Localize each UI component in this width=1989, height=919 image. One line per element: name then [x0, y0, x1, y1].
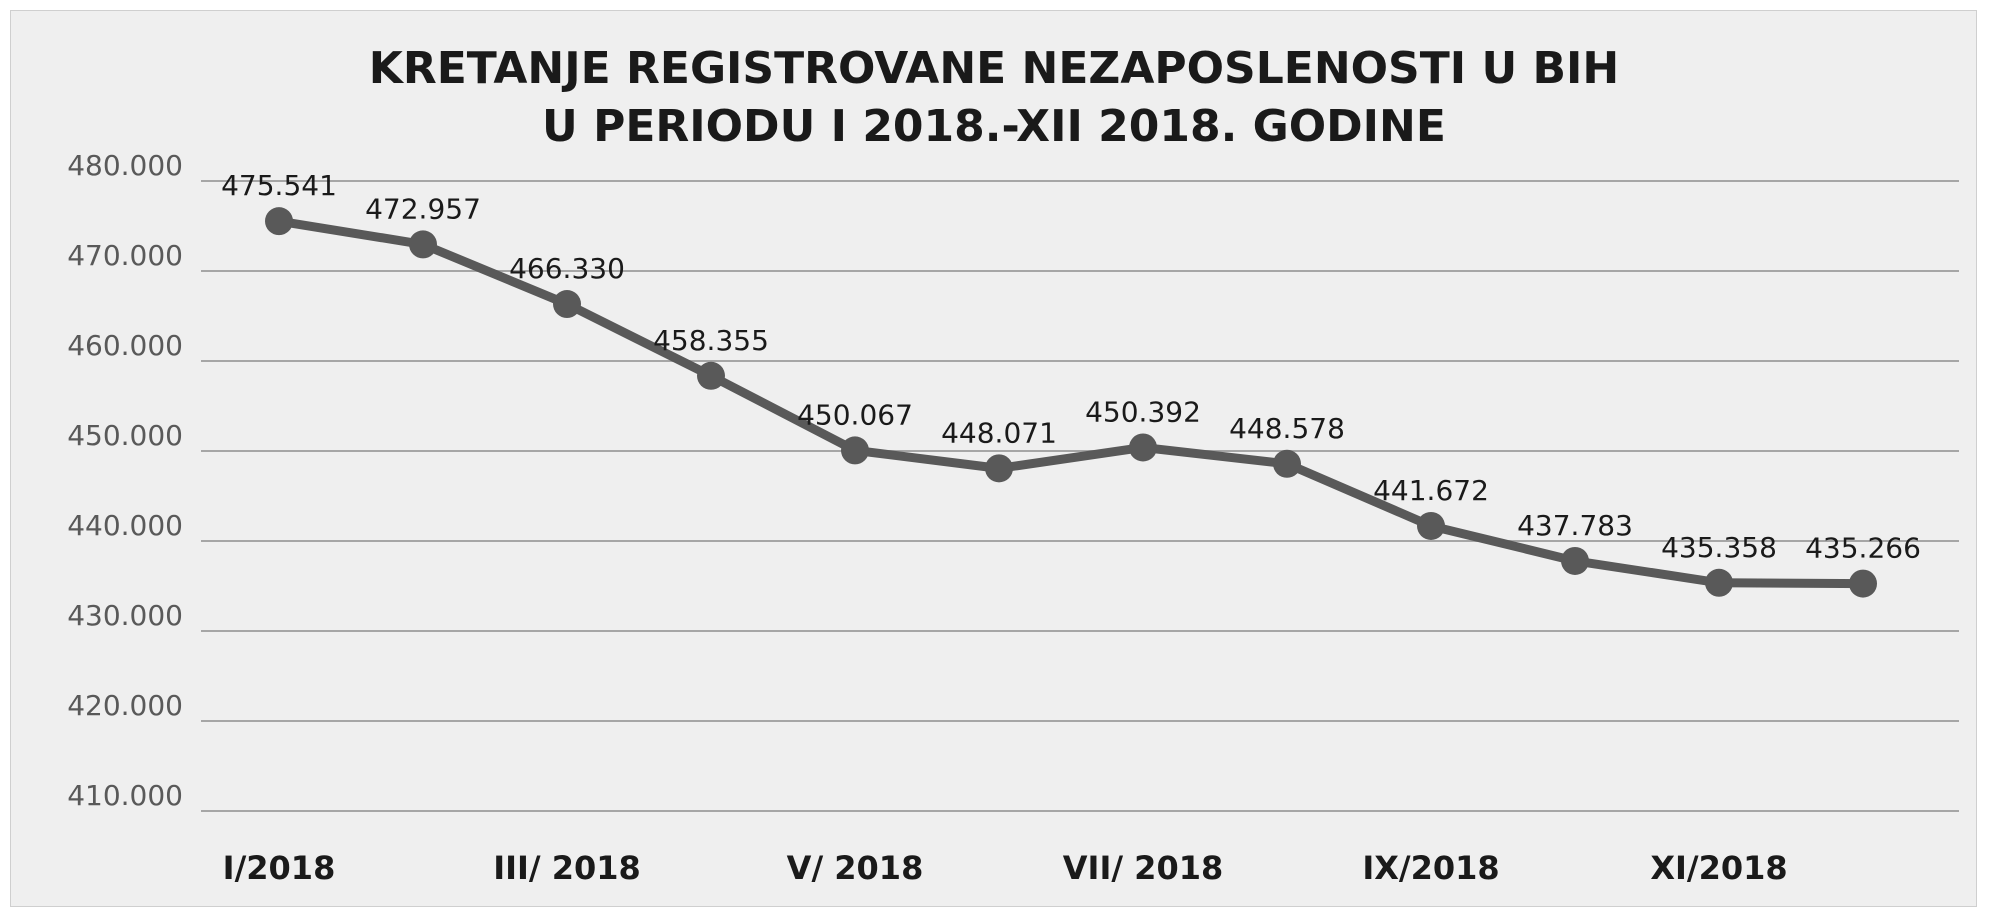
- gridlines: [201, 180, 1959, 812]
- line-chart: KRETANJE REGISTROVANE NEZAPOSLENOSTI U B…: [67, 43, 1959, 887]
- data-point: [1129, 433, 1157, 462]
- y-axis-tick-labels: 410.000 420.000 430.000 440.000 450.000 460.0…: [67, 149, 183, 812]
- data-label: 448.071: [941, 416, 1057, 449]
- data-point: [1705, 568, 1733, 597]
- data-label: 472.957: [365, 192, 481, 225]
- y-tick-label: 470.000: [67, 239, 183, 272]
- data-point: [409, 230, 437, 259]
- data-point: [265, 207, 293, 236]
- x-tick-label: IX/2018: [1362, 849, 1499, 887]
- x-tick-label: V/ 2018: [787, 849, 924, 887]
- series-line-group: [265, 207, 1877, 598]
- chart-title-line-2: U PERIODU I 2018.-XII 2018. GODINE: [542, 101, 1446, 152]
- data-point: [1561, 546, 1589, 575]
- y-tick-label: 420.000: [67, 689, 183, 722]
- data-label: 448.578: [1229, 412, 1345, 445]
- data-point: [1417, 511, 1445, 540]
- y-tick-label: 410.000: [67, 779, 183, 812]
- x-tick-label: III/ 2018: [493, 849, 641, 887]
- y-tick-label: 460.000: [67, 329, 183, 362]
- data-label: 450.067: [797, 398, 913, 431]
- data-point: [841, 436, 869, 465]
- data-label: 435.266: [1805, 532, 1921, 565]
- data-label: 450.392: [1085, 395, 1201, 428]
- y-tick-label: 480.000: [67, 149, 183, 182]
- data-label: 437.783: [1517, 509, 1633, 542]
- data-point: [985, 454, 1013, 483]
- x-tick-label: VII/ 2018: [1063, 849, 1223, 887]
- x-tick-label: I/2018: [223, 849, 336, 887]
- chart-title-line-1: KRETANJE REGISTROVANE NEZAPOSLENOSTI U B…: [369, 43, 1619, 94]
- y-tick-label: 430.000: [67, 599, 183, 632]
- y-tick-label: 450.000: [67, 419, 183, 452]
- data-point: [697, 361, 725, 390]
- data-point: [1273, 449, 1301, 478]
- data-label: 441.672: [1373, 474, 1489, 507]
- data-label: 475.541: [221, 169, 337, 202]
- y-tick-label: 440.000: [67, 509, 183, 542]
- data-label: 435.358: [1661, 531, 1777, 564]
- data-point: [1849, 569, 1877, 598]
- chart-frame: KRETANJE REGISTROVANE NEZAPOSLENOSTI U B…: [10, 10, 1977, 907]
- series-line: [274, 216, 1868, 589]
- x-axis-tick-labels: I/2018 III/ 2018 V/ 2018 VII/ 2018 IX/2018 XI…: [223, 849, 1788, 887]
- data-labels: 475.541 472.957 466.330 458.355 450.067 448.0…: [221, 169, 1921, 564]
- data-label: 458.355: [653, 324, 769, 357]
- data-label: 466.330: [509, 252, 625, 285]
- data-point: [553, 290, 581, 319]
- x-tick-label: XI/2018: [1650, 849, 1787, 887]
